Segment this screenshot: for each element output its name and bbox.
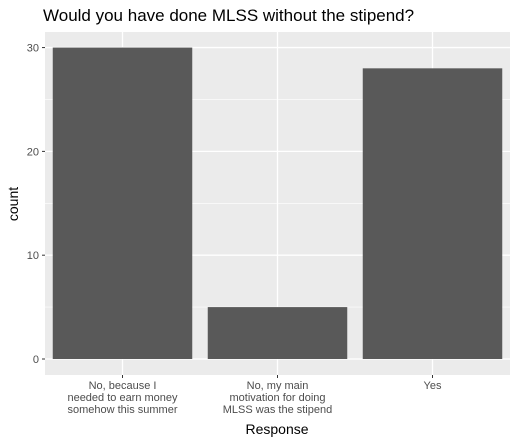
x-tick-label: No, my main motivation for doing MLSS was … — [223, 380, 332, 416]
x-tick-label: Yes — [424, 380, 442, 392]
bar — [362, 68, 503, 359]
y-tick-label: 20 — [27, 146, 39, 158]
y-tick-label: 30 — [27, 43, 39, 55]
y-axis: 0 10 20 30 — [27, 43, 45, 366]
bar — [207, 307, 348, 359]
bar — [52, 47, 193, 359]
y-axis-title: count — [5, 187, 21, 221]
bars — [52, 47, 503, 359]
y-tick-label: 0 — [33, 354, 39, 366]
x-axis-title: Response — [245, 421, 308, 437]
y-tick-label: 10 — [27, 250, 39, 262]
chart-title: Would you have done MLSS without the sti… — [43, 6, 414, 25]
